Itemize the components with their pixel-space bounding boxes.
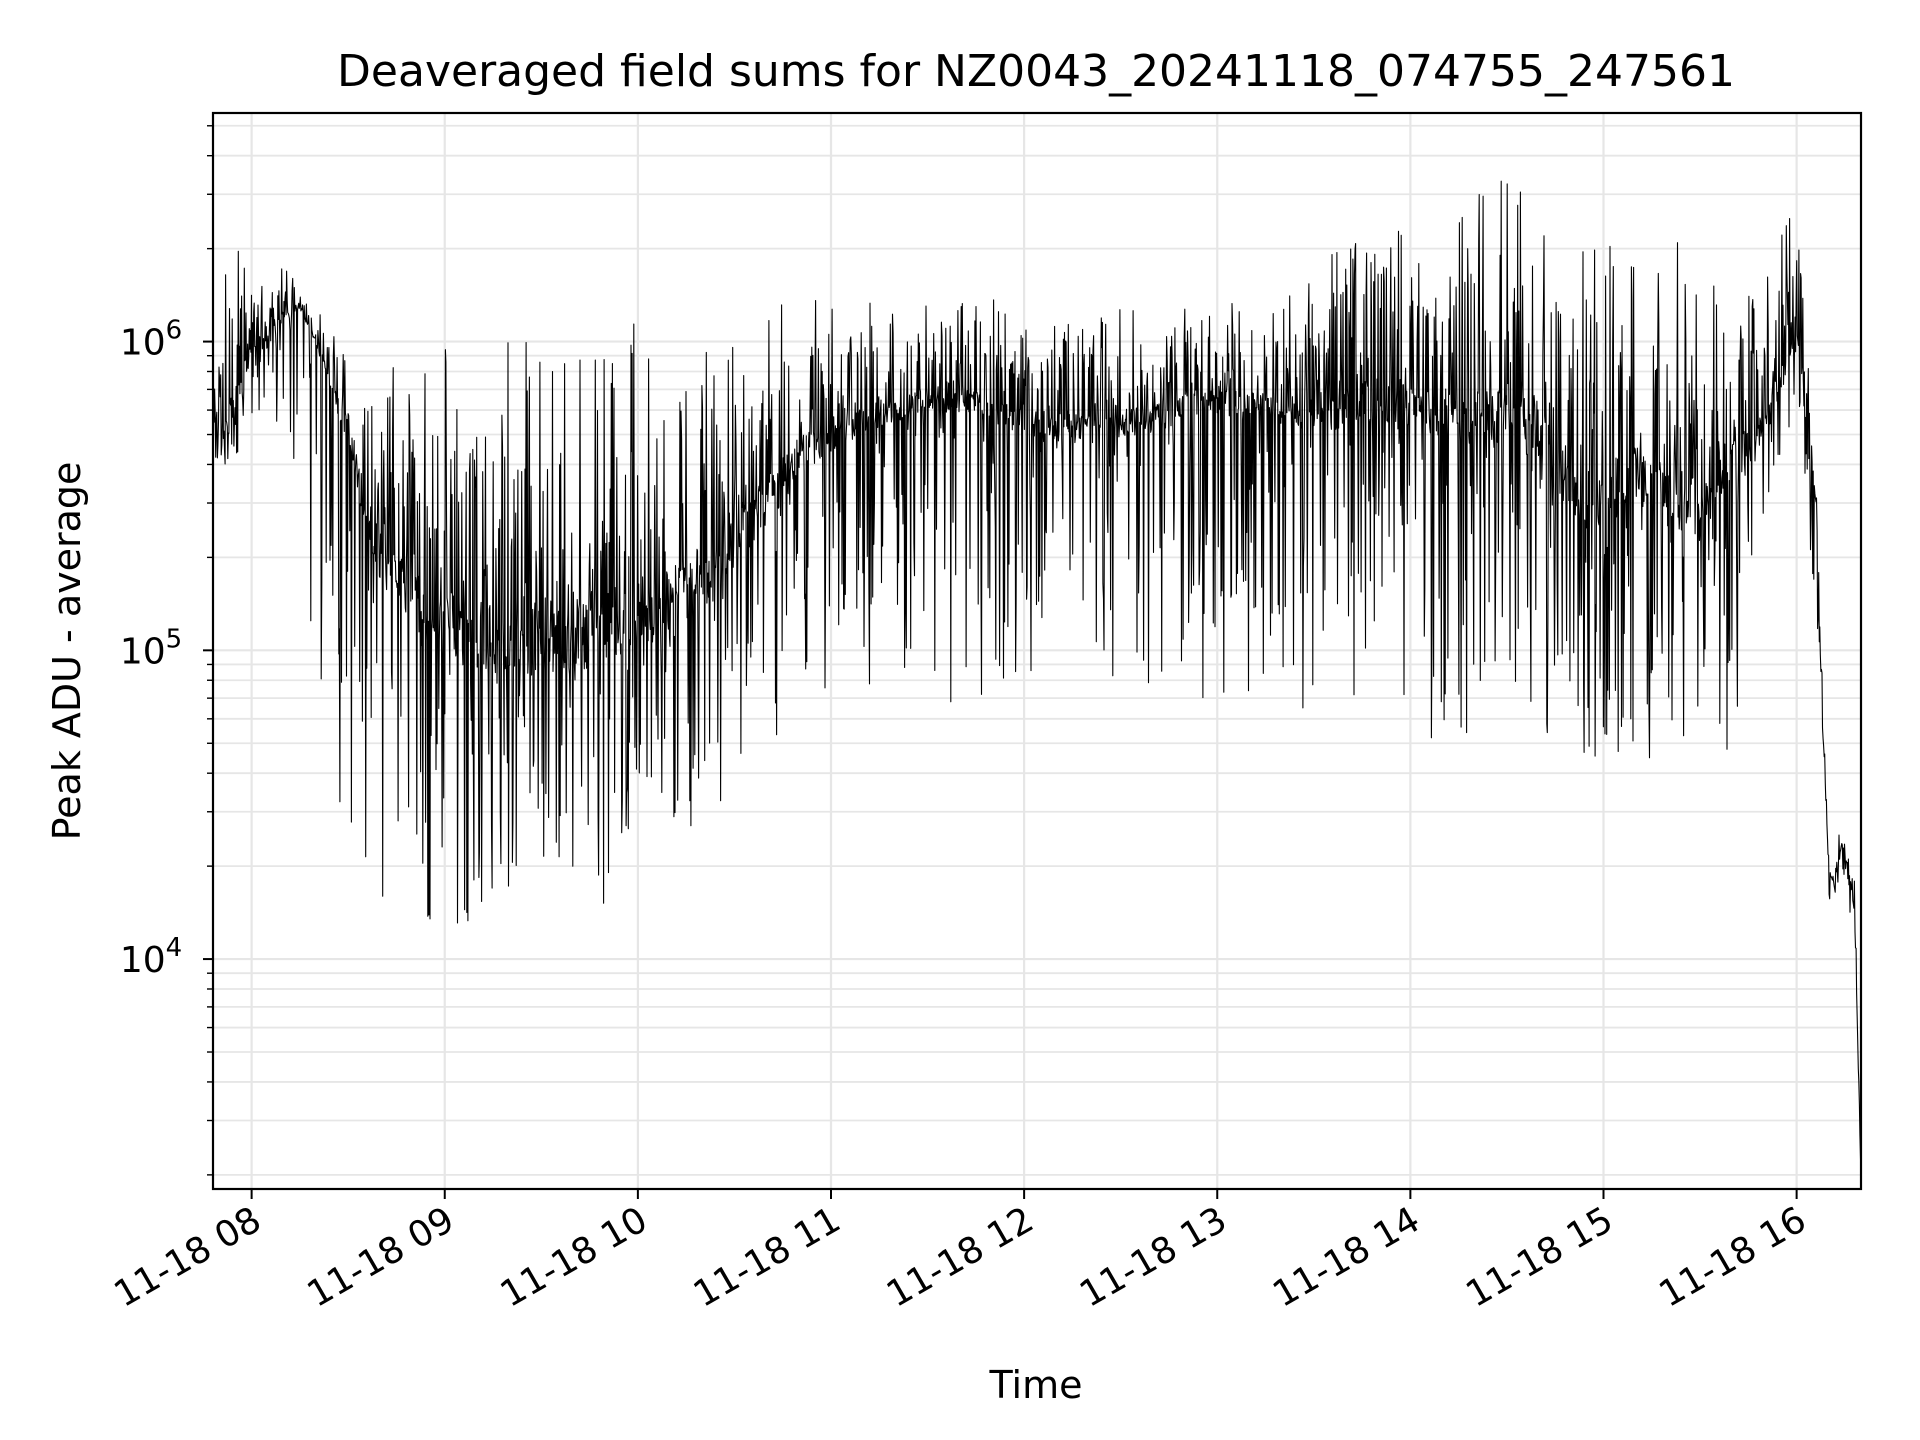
y-tick-label-exponent: 5 — [166, 624, 183, 654]
y-tick-label: 105 — [120, 624, 182, 672]
y-tick-label: 106 — [120, 316, 182, 364]
y-tick-label: 104 — [120, 933, 182, 981]
y-tick-label-base: 10 — [120, 631, 166, 672]
y-tick-label-base: 10 — [120, 323, 166, 364]
data-series — [212, 180, 1862, 1175]
y-tick-label-base: 10 — [120, 940, 166, 981]
y-tick-label-exponent: 6 — [166, 316, 183, 346]
chart-title: Deaveraged field sums for NZ0043_2024111… — [337, 46, 1735, 97]
y-axis-label: Peak ADU - average — [45, 462, 89, 841]
x-axis-label: Time — [989, 1363, 1083, 1407]
series-line — [212, 180, 1862, 1175]
y-tick-label-exponent: 4 — [166, 933, 183, 963]
